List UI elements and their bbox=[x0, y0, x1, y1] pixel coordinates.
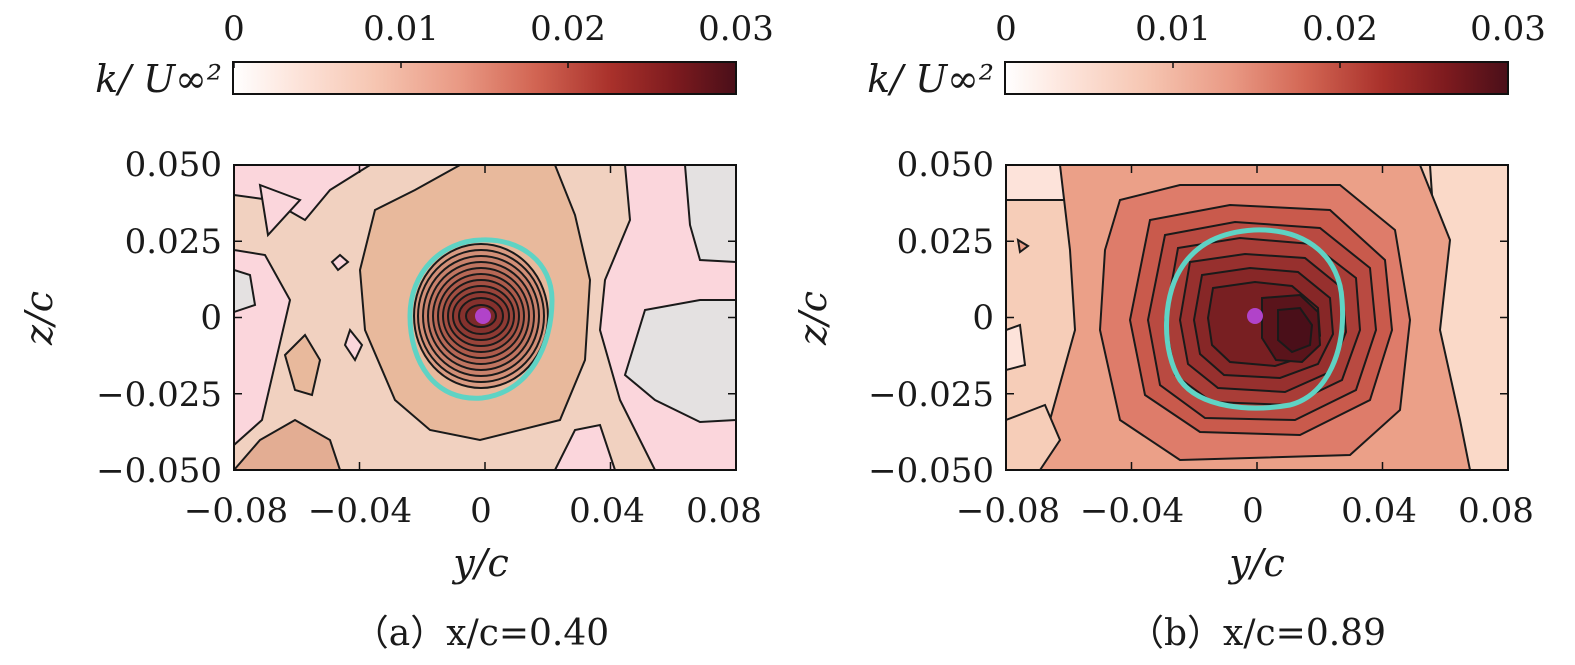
panel-b-ytick-3: −0.025 bbox=[868, 375, 994, 415]
panel-a-ytick-2: 0 bbox=[200, 298, 222, 338]
panel-a-ytick-3: −0.025 bbox=[96, 375, 222, 415]
panel-a-core-boundary bbox=[407, 237, 555, 401]
panel-a-tick-marks bbox=[233, 164, 737, 471]
colorbar-b-label: k/ U∞² bbox=[867, 57, 994, 101]
panel-a-ytick-0: 0.050 bbox=[125, 145, 222, 185]
panel-a-xlabel: y/c bbox=[451, 541, 509, 585]
panel-b-core-boundary bbox=[1164, 227, 1346, 411]
colorbar-a-gradient bbox=[232, 61, 737, 95]
panel-a-ylabel: z/c bbox=[17, 291, 61, 346]
colorbar-b-tick-2: 0.02 bbox=[1302, 9, 1378, 49]
colorbar-a-label: k/ U∞² bbox=[95, 57, 222, 101]
colorbar-a-tick-2: 0.02 bbox=[530, 9, 606, 49]
panel-a-xtick-4: 0.08 bbox=[686, 491, 762, 531]
panel-a-caption: （a）x/c=0.40 bbox=[353, 613, 609, 654]
colorbar-a: 0 0.01 0.02 0.03 k/ U∞² bbox=[95, 9, 774, 101]
colorbar-b-tick-1: 0.01 bbox=[1135, 9, 1211, 49]
panel-b-tick-marks bbox=[1005, 164, 1509, 471]
colorbar-a-tick-1: 0.01 bbox=[363, 9, 439, 49]
panel-b-xtick-2: 0 bbox=[1242, 491, 1264, 531]
colorbar-b: 0 0.01 0.02 0.03 k/ U∞² bbox=[867, 9, 1546, 101]
panel-b: 0.050 0.025 0 −0.025 −0.050 −0.08 −0.04 … bbox=[791, 145, 1534, 654]
panel-a-ytick-4: −0.050 bbox=[96, 451, 222, 491]
panel-b-ylabel: z/c bbox=[791, 291, 835, 346]
panel-b-xtick-4: 0.08 bbox=[1458, 491, 1534, 531]
panel-b-ytick-1: 0.025 bbox=[897, 222, 994, 262]
panel-a-xtick-0: −0.08 bbox=[184, 491, 288, 531]
colorbar-a-tick-3: 0.03 bbox=[698, 9, 774, 49]
panel-b-xtick-3: 0.04 bbox=[1341, 491, 1417, 531]
panel-b-xtick-0: −0.08 bbox=[956, 491, 1060, 531]
panel-a-field bbox=[234, 165, 736, 470]
panel-a: 0.050 0.025 0 −0.025 −0.050 −0.08 −0.04 … bbox=[17, 145, 762, 654]
panel-b-vortex-center bbox=[1247, 308, 1263, 324]
panel-a-xtick-3: 0.04 bbox=[569, 491, 645, 531]
panel-b-xlabel: y/c bbox=[1227, 541, 1285, 585]
panel-a-ytick-1: 0.025 bbox=[125, 222, 222, 262]
panel-b-field bbox=[1006, 165, 1508, 470]
panel-a-xtick-2: 0 bbox=[470, 491, 492, 531]
panel-b-ytick-4: −0.050 bbox=[868, 451, 994, 491]
panel-b-caption: （b）x/c=0.89 bbox=[1128, 613, 1386, 654]
panel-b-xtick-1: −0.04 bbox=[1080, 491, 1184, 531]
panel-b-ytick-2: 0 bbox=[972, 298, 994, 338]
panel-b-ytick-0: 0.050 bbox=[897, 145, 994, 185]
colorbar-b-gradient bbox=[1004, 61, 1509, 95]
panel-a-vortex-center bbox=[475, 308, 491, 324]
colorbar-a-tick-0: 0 bbox=[223, 9, 245, 49]
panel-a-xtick-1: −0.04 bbox=[308, 491, 412, 531]
colorbar-b-tick-0: 0 bbox=[995, 9, 1017, 49]
colorbar-b-tick-3: 0.03 bbox=[1470, 9, 1546, 49]
